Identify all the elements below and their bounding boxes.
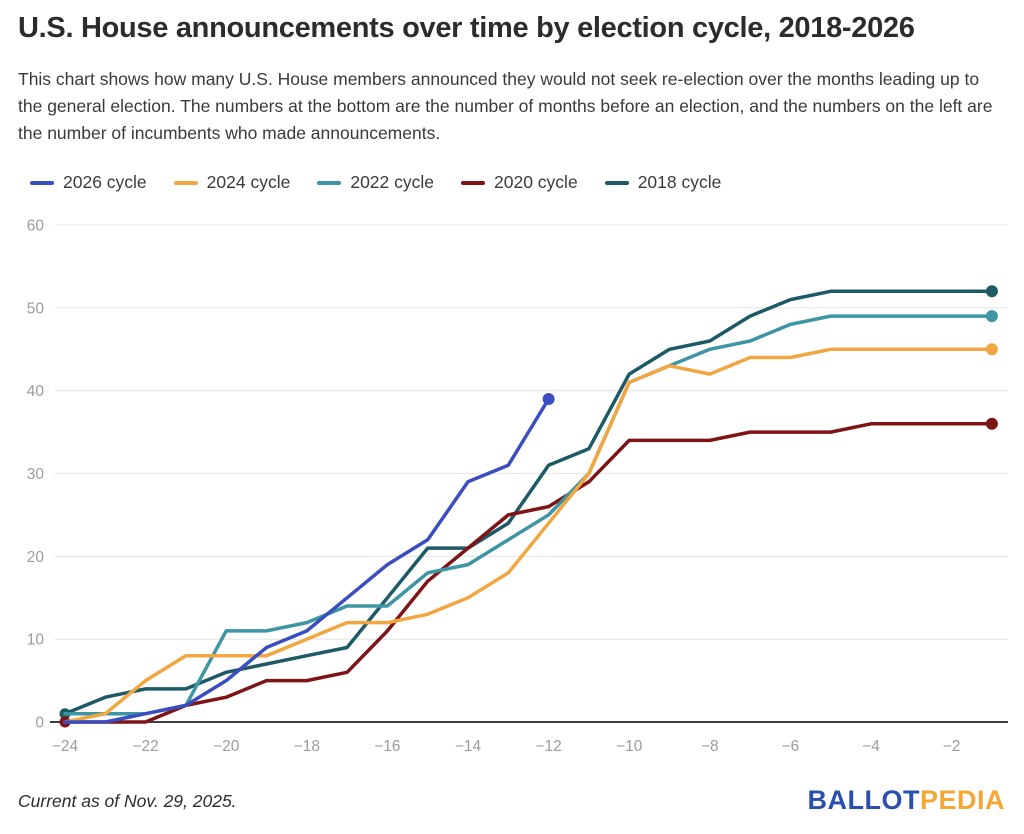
x-tick-label: −20: [213, 738, 240, 755]
legend-item-2024-cycle: 2024 cycle: [173, 172, 291, 193]
ballotpedia-logo: BALLOTPEDIA: [807, 785, 1005, 816]
x-tick-label: −10: [616, 738, 643, 755]
legend-swatch-2024: [173, 180, 198, 185]
legend-swatch-2026: [30, 180, 54, 185]
x-tick-label: −12: [535, 738, 561, 755]
legend-item-2018-cycle: 2018 cycle: [604, 172, 722, 193]
series-end-dot-2022-cycle: [985, 310, 998, 323]
legend-item-2022-cycle: 2022 cycle: [317, 172, 434, 193]
chart-legend: 2026 cycle 2024 cycle 2022 cycle 2020 cycle…: [30, 172, 721, 193]
footer-note: Current as of Nov. 29, 2025.: [18, 791, 237, 811]
x-tick-label: −24: [52, 738, 79, 755]
x-tick-label: −4: [862, 738, 880, 755]
y-tick-label: 30: [27, 466, 45, 483]
series-line-2026-cycle: [63, 397, 551, 724]
series-end-dot-2020-cycle: [985, 417, 998, 430]
y-tick-label: 50: [27, 300, 45, 317]
legend-label: 2018 cycle: [637, 172, 722, 192]
y-tick-label: 0: [35, 715, 44, 732]
series-line-2020-cycle: [63, 422, 994, 724]
x-tick-label: −8: [701, 738, 719, 755]
y-tick-label: 10: [27, 632, 45, 649]
x-tick-label: −18: [294, 738, 320, 755]
legend-label: 2024 cycle: [206, 172, 291, 192]
series-end-dot-2018-cycle: [985, 285, 998, 298]
chart-description: This chart shows how many U.S. House mem…: [18, 69, 993, 143]
x-tick-label: −14: [455, 738, 482, 755]
x-tick-label: −6: [782, 738, 800, 755]
x-tick-label: −16: [374, 738, 400, 755]
legend-item-2026-cycle: 2026 cycle: [30, 172, 147, 193]
legend-label: 2020 cycle: [494, 172, 578, 192]
legend-label: 2022 cycle: [350, 172, 435, 192]
logo-pedia-text: PEDIA: [919, 785, 1005, 815]
page-title: U.S. House announcements over time by el…: [18, 12, 915, 44]
x-tick-label: −22: [132, 738, 158, 755]
series-end-dot-2024-cycle: [985, 343, 998, 356]
legend-swatch-2022: [317, 180, 342, 185]
legend-item-2020-cycle: 2020 cycle: [461, 172, 578, 193]
y-tick-label: 40: [27, 383, 45, 400]
legend-swatch-2020: [461, 180, 486, 185]
series-line-2024-cycle: [63, 347, 994, 724]
series-line-2022-cycle: [63, 314, 994, 716]
logo-ballot-text: BALLOT: [807, 785, 920, 815]
series-end-dot-2026-cycle: [542, 392, 555, 405]
legend-label: 2026 cycle: [63, 172, 147, 192]
y-tick-label: 60: [27, 218, 45, 235]
y-tick-label: 20: [27, 549, 45, 566]
legend-swatch-2018: [604, 180, 629, 185]
series-line-2018-cycle: [63, 289, 994, 716]
x-tick-label: −2: [943, 738, 961, 755]
